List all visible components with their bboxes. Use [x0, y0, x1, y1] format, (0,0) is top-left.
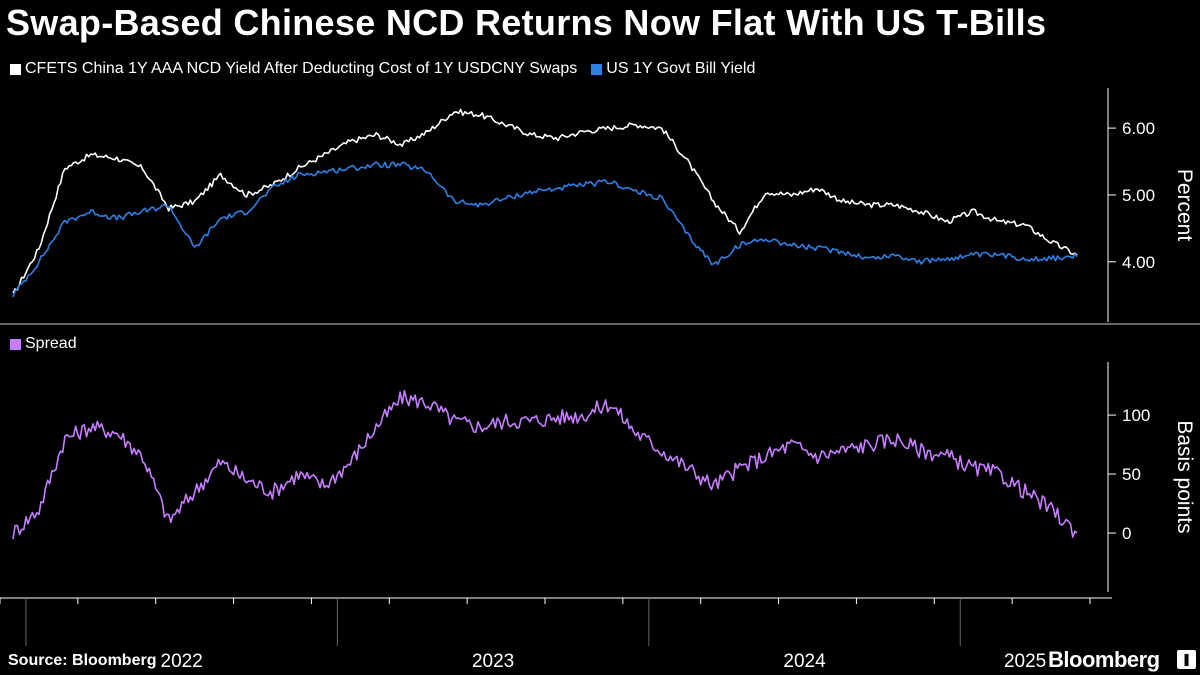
- bottom-legend: Spread: [10, 335, 91, 353]
- y-tick-label-0-0: 4.00: [1122, 253, 1155, 272]
- series-line-1-0: [12, 389, 1078, 540]
- top-panel: 4.00 5.00 6.00 Percent: [12, 88, 1196, 322]
- y-tick-label-0-2: 6.00: [1122, 119, 1155, 138]
- y-tick-label-1-0: 0: [1122, 524, 1131, 543]
- x-axis: 2022 2023 2024 2025: [0, 323, 1200, 672]
- legend-item-us-bill: US 1Y Govt Bill Yield: [591, 60, 755, 78]
- x-tick-label-2: 2024: [783, 651, 826, 672]
- top-legend: CFETS China 1Y AAA NCD Yield After Deduc…: [10, 60, 769, 78]
- legend-swatch-us-bill: [591, 63, 603, 75]
- bottom-panel: 0 50 100 Basis points: [12, 362, 1196, 592]
- legend-swatch-ncd: [10, 63, 21, 75]
- y-tick-label-1-2: 100: [1122, 406, 1150, 425]
- legend-label-spread: Spread: [25, 335, 77, 352]
- legend-label-ncd: CFETS China 1Y AAA NCD Yield After Deduc…: [25, 60, 578, 77]
- chart-title: Swap-Based Chinese NCD Returns Now Flat …: [6, 2, 1047, 43]
- legend-label-us-bill: US 1Y Govt Bill Yield: [606, 60, 756, 77]
- y-axis-label-0: Percent: [1173, 169, 1196, 242]
- legend-swatch-spread: [10, 338, 21, 350]
- y-tick-label-0-1: 5.00: [1122, 186, 1155, 205]
- series-line-0-1: [12, 161, 1078, 298]
- bloomberg-mark-icon: ❚: [1177, 650, 1196, 669]
- x-tick-label-1: 2023: [472, 651, 514, 672]
- x-tick-label-3: 2025: [1004, 651, 1046, 672]
- legend-item-ncd: CFETS China 1Y AAA NCD Yield After Deduc…: [10, 60, 577, 78]
- x-tick-label-0: 2022: [161, 651, 203, 672]
- legend-item-spread: Spread: [10, 335, 77, 353]
- source-note: Source: Bloomberg: [8, 652, 157, 669]
- series-line-0-0: [12, 108, 1078, 294]
- y-axis-label-1: Basis points: [1173, 420, 1196, 533]
- bloomberg-logo: Bloomberg: [1048, 647, 1160, 672]
- y-tick-label-1-1: 50: [1122, 465, 1141, 484]
